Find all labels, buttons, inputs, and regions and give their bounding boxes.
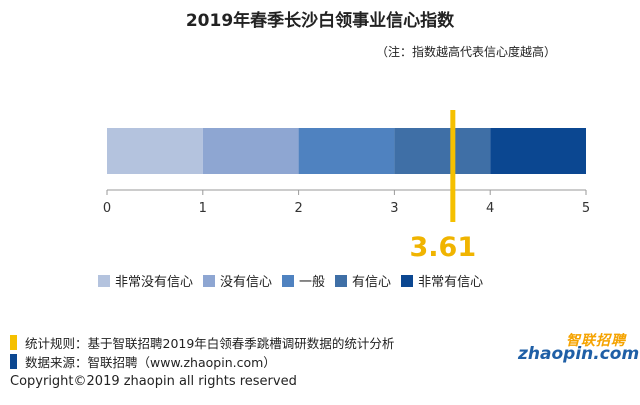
bar-segment-2 [202, 128, 299, 174]
legend-item: 没有信心 [203, 271, 272, 290]
marker-value-label: 3.61 [410, 232, 477, 263]
legend-swatch [282, 274, 295, 287]
x-tick-label: 0 [103, 201, 111, 216]
legend-label: 非常没有信心 [115, 275, 194, 290]
logo-en-text: zhaopin.com [518, 344, 640, 364]
x-tick-label: 2 [294, 201, 302, 216]
footer-source: 数据来源：智联招聘（www.zhaopin.com） [10, 352, 276, 371]
logo-cn-text: 智联招聘 [566, 333, 626, 349]
legend-item: 非常没有信心 [98, 271, 193, 290]
legend-swatch [203, 274, 216, 287]
legend-item: 非常有信心 [401, 271, 483, 290]
x-tick-label: 1 [199, 201, 207, 216]
bar-segment-4 [394, 128, 491, 174]
bar-segment-3 [298, 128, 395, 174]
legend-label: 有信心 [352, 275, 392, 290]
chart-title: 2019年春季长沙白领事业信心指数 [185, 11, 455, 31]
zhaopin-logo: 智联招聘 zhaopin.com [518, 330, 639, 368]
footer-rule-text: 统计规则：基于智联招聘2019年白领春季跳槽调研数据的统计分析 [25, 336, 395, 351]
legend-swatch [98, 274, 110, 287]
footer-source-text: 数据来源：智联招聘（www.zhaopin.com） [25, 355, 276, 370]
legend: 非常没有信心 没有信心 一般 有信心 非常有信心 [98, 271, 493, 290]
bar-segment-1 [107, 128, 203, 174]
x-tick-label: 5 [582, 201, 590, 216]
copyright: Copyright©2019 zhaopin all rights reserv… [10, 374, 297, 389]
chart-note: （注：指数越高代表信心度越高） [375, 45, 556, 59]
legend-label: 一般 [299, 275, 326, 290]
bar-segment-5 [490, 128, 586, 174]
legend-item: 一般 [282, 271, 325, 290]
legend-label: 没有信心 [220, 275, 273, 290]
legend-swatch [335, 274, 348, 287]
rule-marker-icon [10, 335, 17, 350]
index-chart: 0 1 2 3 4 5 3.61 [103, 110, 590, 263]
x-tick-label: 4 [486, 201, 494, 216]
source-marker-icon [10, 354, 17, 369]
footer-rule: 统计规则：基于智联招聘2019年白领春季跳槽调研数据的统计分析 [10, 333, 394, 352]
legend-item: 有信心 [335, 271, 391, 290]
legend-label: 非常有信心 [418, 275, 484, 290]
x-tick-label: 3 [390, 201, 398, 216]
legend-swatch [401, 274, 414, 287]
